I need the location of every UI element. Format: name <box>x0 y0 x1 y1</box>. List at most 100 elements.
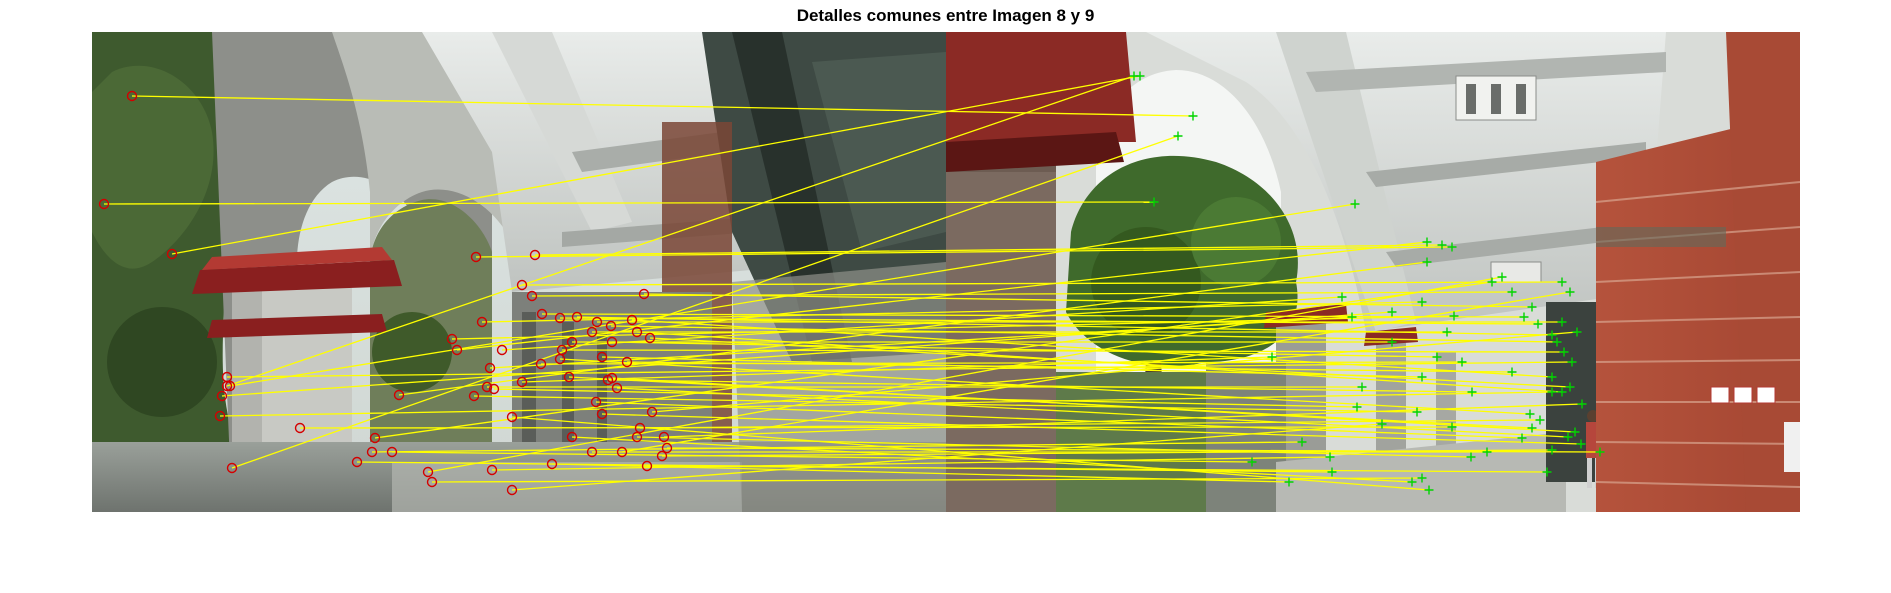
left-feature-circle <box>658 431 670 443</box>
left-feature-circle <box>470 251 482 263</box>
right-feature-plus <box>1552 337 1562 347</box>
right-feature-plus <box>1567 357 1577 367</box>
left-feature-circle <box>516 376 528 388</box>
right-feature-plus <box>1352 402 1362 412</box>
right-feature-plus <box>1527 302 1537 312</box>
right-feature-plus <box>1547 387 1557 397</box>
right-feature-plus <box>1595 447 1605 457</box>
match-line <box>639 419 1541 429</box>
right-feature-plus <box>1417 372 1427 382</box>
right-feature-plus <box>1525 409 1535 419</box>
match-line <box>356 461 1333 473</box>
match-line <box>607 379 1473 393</box>
left-feature-circle <box>596 408 608 420</box>
left-feature-circle <box>638 288 650 300</box>
left-feature-circle <box>451 344 463 356</box>
left-feature-circle <box>621 356 633 368</box>
match-line <box>661 449 1553 457</box>
left-feature-circle <box>481 381 493 393</box>
right-feature-markers <box>1129 71 1605 495</box>
right-feature-plus <box>1387 307 1397 317</box>
match-line <box>131 95 1194 117</box>
right-feature-plus <box>1527 423 1537 433</box>
right-feature-plus <box>1542 467 1552 477</box>
right-feature-plus <box>1482 447 1492 457</box>
match-line <box>663 403 1583 438</box>
left-feature-circle <box>641 460 653 472</box>
right-feature-plus <box>1466 452 1476 462</box>
left-image <box>92 32 946 512</box>
right-feature-plus <box>1507 367 1517 377</box>
right-feature-plus <box>1442 327 1452 337</box>
right-feature-plus <box>1188 111 1198 121</box>
match-line <box>643 293 1533 308</box>
match-line <box>493 388 1358 408</box>
right-feature-plus <box>1387 337 1397 347</box>
right-feature-plus <box>1424 485 1434 495</box>
left-feature-circle <box>631 431 643 443</box>
figure-title: Detalles comunes entre Imagen 8 y 9 <box>796 6 1095 25</box>
left-feature-circle <box>546 458 558 470</box>
left-feature-circle <box>591 316 603 328</box>
match-line <box>631 319 1553 378</box>
left-feature-circle <box>484 362 496 374</box>
left-feature-circle <box>644 332 656 344</box>
right-feature-plus <box>1325 452 1335 462</box>
match-line <box>621 291 1571 453</box>
right-feature-plus <box>1572 327 1582 337</box>
match-line <box>219 391 1553 417</box>
right-feature-plus <box>1565 287 1575 297</box>
left-feature-circle <box>351 456 363 468</box>
left-feature-circle <box>476 316 488 328</box>
left-feature-circle <box>486 464 498 476</box>
match-line <box>391 451 1253 463</box>
match-line <box>511 416 1430 491</box>
left-feature-markers <box>98 90 673 496</box>
left-feature-circle <box>646 406 658 418</box>
match-line <box>541 313 1525 318</box>
match-line <box>601 356 1423 378</box>
match-line <box>616 387 1569 438</box>
right-feature-plus <box>1533 319 1543 329</box>
match-line <box>371 441 1303 453</box>
right-feature-plus <box>1422 237 1432 247</box>
match-line <box>473 395 1418 413</box>
right-feature-plus <box>1517 433 1527 443</box>
left-feature-circle <box>554 353 566 365</box>
left-feature-circle <box>563 371 575 383</box>
left-feature-circle <box>586 326 598 338</box>
left-feature-circle <box>605 320 617 332</box>
match-line <box>171 75 1141 255</box>
right-feature-plus <box>1557 387 1567 397</box>
match-line <box>651 331 1578 413</box>
match-line <box>481 301 1423 323</box>
left-feature-circle <box>606 336 618 348</box>
left-feature-circle <box>98 198 110 210</box>
left-feature-circle <box>526 290 538 302</box>
right-feature-plus <box>1447 242 1457 252</box>
left-feature-circle <box>214 410 226 422</box>
right-feature-plus <box>1297 437 1307 447</box>
composite-photo <box>92 32 1800 512</box>
match-line <box>595 401 1523 439</box>
right-feature-plus <box>1129 71 1139 81</box>
right-feature-plus <box>1437 240 1447 250</box>
right-feature-plus <box>1535 415 1545 425</box>
left-feature-circle <box>488 383 500 395</box>
left-feature-circle <box>506 411 518 423</box>
left-feature-circle <box>166 248 178 260</box>
left-feature-circle <box>446 333 458 345</box>
left-feature-circle <box>393 389 405 401</box>
right-feature-plus <box>1247 457 1257 467</box>
right-feature-plus <box>1377 419 1387 429</box>
match-line <box>501 296 1343 351</box>
match-line <box>601 413 1582 445</box>
left-feature-circle <box>661 442 673 454</box>
right-feature-plus <box>1432 352 1442 362</box>
right-feature-plus <box>1457 357 1467 367</box>
match-line <box>636 436 1472 458</box>
left-feature-circle <box>566 336 578 348</box>
left-feature-circle <box>426 476 438 488</box>
right-feature-plus <box>1173 131 1183 141</box>
right-feature-plus <box>1487 277 1497 287</box>
